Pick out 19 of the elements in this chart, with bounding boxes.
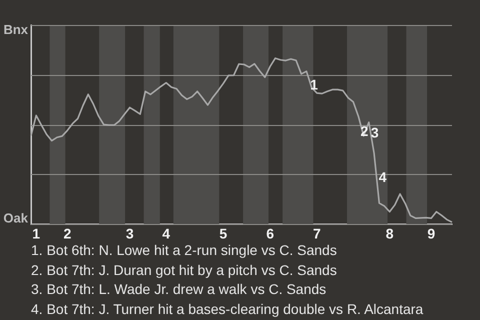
text: 1. Bot 6th: N. Lowe hit a 2-run single vs C. Sands (31, 241, 338, 260)
x-tick-label: 2 (63, 225, 72, 242)
text: Bnx (3, 22, 29, 38)
x-tick-label: 8 (386, 225, 394, 242)
x-tick-label: 3 (126, 225, 134, 242)
x-tick-label: 9 (427, 225, 436, 242)
annotation: 1 (310, 76, 318, 93)
annotation: 2 (360, 122, 369, 139)
annotation: 3 (370, 124, 379, 141)
x-tick-label: 1 (32, 225, 40, 242)
annotation: 4 (378, 168, 387, 185)
x-tick-label: 6 (266, 225, 274, 242)
text: 4. Bot 7th: J. Turner hit a bases-clearing double vs R. Alcantara (31, 300, 424, 319)
text: 3. Bot 7th: L. Wade Jr. drew a walk vs C. Sands (31, 280, 328, 299)
x-tick-label: 7 (312, 225, 321, 242)
text: Oak (3, 210, 29, 226)
x-tick-label: 4 (162, 225, 170, 242)
text: 2. Bot 7th: J. Duran got hit by a pitch vs C. Sands (31, 260, 338, 280)
x-tick-label: 5 (219, 225, 228, 242)
